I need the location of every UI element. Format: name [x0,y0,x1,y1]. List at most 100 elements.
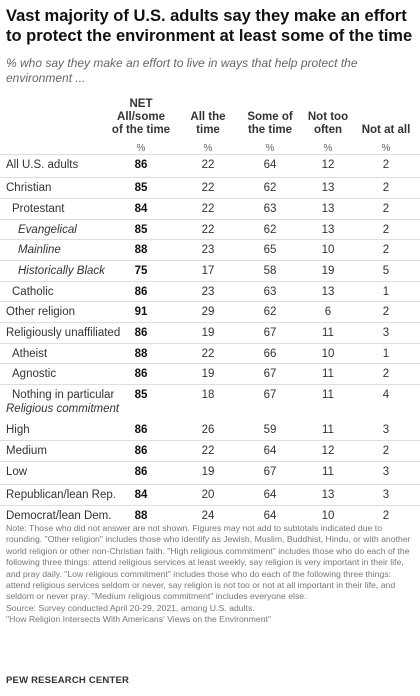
cell-value: 11 [322,368,334,380]
cell-value: 22 [201,182,215,194]
cell-value: 91 [134,306,148,318]
cell-value: 2 [382,306,390,318]
column-header-1: NET All/some of the time [111,98,171,136]
cell-value: 12 [321,159,335,171]
table-row: Evangelical 85 22 62 13 2 [0,219,420,242]
cell-value: 11 [322,327,334,339]
cell-value: 2 [382,182,390,194]
cell-value: 86 [134,327,148,339]
cell-value: 75 [134,265,148,277]
row-label: Protestant [12,203,65,215]
cell-value: 19 [321,265,335,277]
table-row: Medium 86 22 64 12 2 [0,440,420,463]
cell-value: 86 [134,424,148,436]
cell-value: 3 [382,327,390,339]
footnote: Note: Those who did not answer are not s… [6,523,416,626]
table-row: Mainline 88 23 65 10 2 [0,239,420,262]
cell-value: 64 [263,489,277,501]
cell-value: 63 [263,286,277,298]
cell-value: 12 [321,445,335,457]
table-row: Atheist 88 22 66 10 1 [0,343,420,366]
cell-value: 58 [263,265,277,277]
row-label: Mainline [18,244,61,256]
row-label: Catholic [12,286,54,298]
cell-value: 13 [321,182,335,194]
cell-value: 2 [382,368,390,380]
table-row: High 86 26 59 11 3 [0,420,420,442]
cell-value: 24 [201,510,215,522]
cell-value: 2 [382,203,390,215]
cell-value: 85 [134,389,148,401]
cell-value: 2 [382,510,390,522]
row-label: Agnostic [12,368,57,380]
table-row: Democrat/lean Dem. 88 24 64 10 2 [0,505,420,528]
row-label: Republican/lean Rep. [6,489,116,501]
cell-value: 86 [134,466,148,478]
column-header-4: Not too often [307,111,349,136]
row-label: Historically Black [18,265,105,277]
cell-value: 64 [263,510,277,522]
cell-value: 63 [263,203,277,215]
row-label: Democrat/lean Dem. [6,510,112,522]
cell-value: 3 [382,466,390,478]
brand-logo-text: PEW RESEARCH CENTER [6,675,130,686]
cell-value: 13 [321,203,335,215]
cell-value: 29 [201,306,215,318]
table-row: All U.S. adults 86 22 64 12 2 [0,154,420,177]
cell-value: 64 [263,445,277,457]
cell-value: 86 [134,159,148,171]
cell-value: 13 [321,286,335,298]
table-row: Republican/lean Rep. 84 20 64 13 3 [0,484,420,507]
table-row: Catholic 86 23 63 13 1 [0,281,420,304]
row-label: Other religion [6,306,76,318]
cell-value: 67 [263,327,277,339]
cell-value: 85 [134,182,148,194]
column-unit-3: % [265,143,275,154]
cell-value: 18 [201,389,215,401]
cell-value: 22 [201,159,215,171]
cell-value: 11 [322,466,334,478]
cell-value: 62 [263,182,277,194]
column-unit-5: % [381,143,391,154]
row-label: Christian [6,182,52,194]
column-unit-1: % [136,143,146,154]
cell-value: 10 [321,348,335,360]
cell-value: 3 [382,424,390,436]
cell-value: 17 [201,265,215,277]
row-label: Low [6,466,28,478]
cell-value: 2 [382,445,390,457]
cell-value: 86 [134,368,148,380]
cell-value: 62 [263,306,277,318]
table-row: Other religion 91 29 62 6 2 [0,301,420,324]
cell-value: 10 [321,244,335,256]
cell-value: 22 [201,203,215,215]
cell-value: 5 [382,265,390,277]
table-row: Nothing in particular 85 18 67 11 4 [0,384,420,407]
cell-value: 23 [201,286,215,298]
table-row: Religiously unaffiliated 86 19 67 11 3 [0,322,420,345]
cell-value: 4 [382,389,390,401]
cell-value: 66 [263,348,277,360]
cell-value: 2 [382,159,390,171]
cell-value: 22 [201,224,215,236]
column-header-2: All the time [190,111,226,136]
row-label: Evangelical [18,224,77,236]
row-label: Atheist [12,348,48,360]
cell-value: 11 [322,424,334,436]
column-unit-2: % [203,143,213,154]
cell-value: 62 [263,224,277,236]
table-row: Historically Black 75 17 58 19 5 [0,260,420,283]
cell-value: 1 [382,348,390,360]
cell-value: 6 [324,306,332,318]
cell-value: 2 [382,244,390,256]
cell-value: 23 [201,244,215,256]
cell-value: 67 [263,389,277,401]
chart-title: Vast majority of U.S. adults say they ma… [6,7,413,45]
row-label: Medium [6,445,47,457]
cell-value: 11 [322,389,334,401]
cell-value: 19 [201,327,215,339]
cell-value: 65 [263,244,277,256]
cell-value: 67 [263,368,277,380]
column-header-5: Not at all [361,124,411,136]
cell-value: 19 [201,466,215,478]
